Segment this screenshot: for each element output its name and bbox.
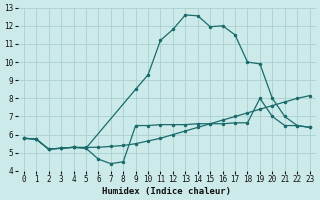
X-axis label: Humidex (Indice chaleur): Humidex (Indice chaleur) [102, 187, 231, 196]
